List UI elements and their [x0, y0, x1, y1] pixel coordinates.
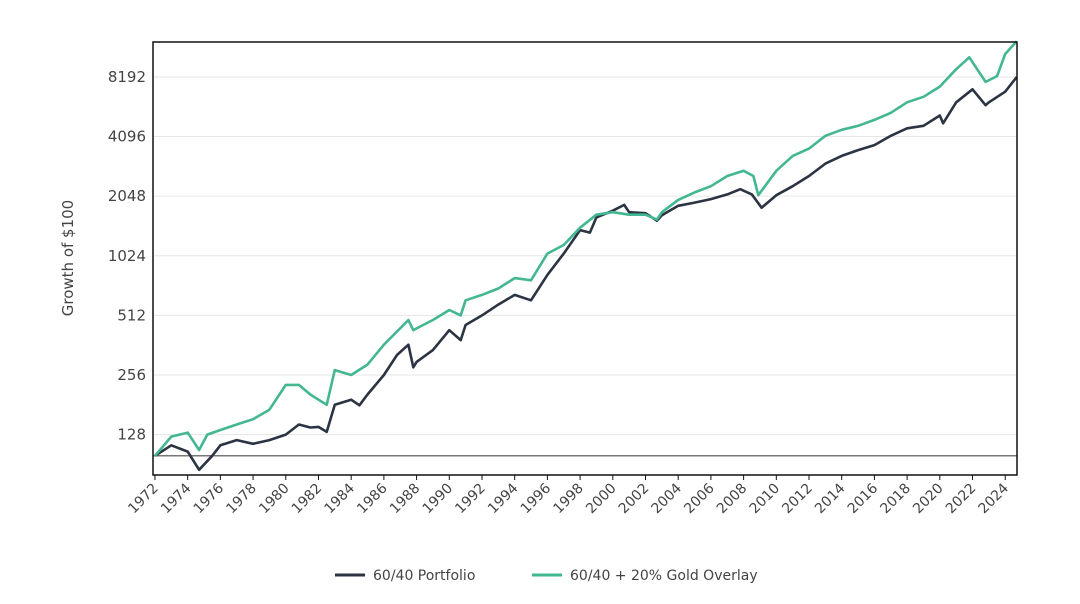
x-tick-label: 2006 — [681, 480, 718, 517]
legend-label-gold: 60/40 + 20% Gold Overlay — [570, 568, 758, 584]
x-tick-label: 1990 — [420, 481, 457, 518]
x-tick-label: 1980 — [256, 481, 293, 518]
x-tick-label: 2016 — [845, 480, 882, 517]
x-tick-label: 2012 — [779, 481, 816, 518]
legend-label-portfolio: 60/40 Portfolio — [373, 568, 475, 584]
x-tick-label: 2014 — [812, 480, 849, 517]
x-tick-label: 1988 — [387, 481, 424, 518]
x-tick-labels: 1972197419761978198019821984198619881990… — [125, 475, 1012, 517]
plot-frame — [152, 41, 1018, 476]
series-line-gold-overlay — [154, 40, 1018, 457]
y-tick-label: 512 — [117, 306, 146, 324]
gridlines — [153, 76, 1017, 436]
x-tick-label: 2010 — [747, 481, 784, 518]
x-tick-label: 1994 — [485, 480, 522, 517]
x-tick-label: 2020 — [910, 481, 947, 518]
x-tick-label: 1978 — [223, 481, 260, 518]
x-tick-label: 2018 — [877, 481, 914, 518]
y-tick-label: 4096 — [108, 128, 146, 146]
x-tick-label: 1982 — [289, 481, 326, 518]
x-tick-label: 2004 — [649, 480, 686, 517]
x-tick-label: 1986 — [354, 480, 391, 517]
x-tick-label: 1972 — [125, 481, 162, 518]
y-tick-labels: 128 256 512 1024 2048 4096 8192 — [108, 68, 146, 444]
x-tick-label: 1976 — [191, 480, 228, 517]
series-line-portfolio — [154, 76, 1018, 472]
x-tick-label: 2002 — [616, 481, 653, 518]
x-tick-label: 1998 — [550, 481, 587, 518]
series-lines — [154, 40, 1018, 472]
y-tick-label: 256 — [117, 366, 146, 384]
x-tick-label: 1996 — [518, 480, 555, 517]
x-tick-label: 2024 — [976, 480, 1013, 517]
x-tick-label: 2000 — [583, 481, 620, 518]
y-tick-label: 128 — [117, 426, 146, 444]
y-tick-label: 1024 — [108, 247, 146, 265]
y-tick-label: 8192 — [108, 68, 146, 86]
y-tick-label: 2048 — [108, 187, 146, 205]
x-tick-label: 2008 — [714, 481, 751, 518]
x-tick-label: 1974 — [158, 480, 195, 517]
x-tick-label: 1984 — [321, 480, 358, 517]
y-axis-label: Growth of $100 — [59, 200, 77, 316]
x-tick-label: 1992 — [452, 481, 489, 518]
x-tick-label: 2022 — [943, 481, 980, 518]
legend: 60/40 Portfolio 60/40 + 20% Gold Overlay — [335, 568, 758, 584]
